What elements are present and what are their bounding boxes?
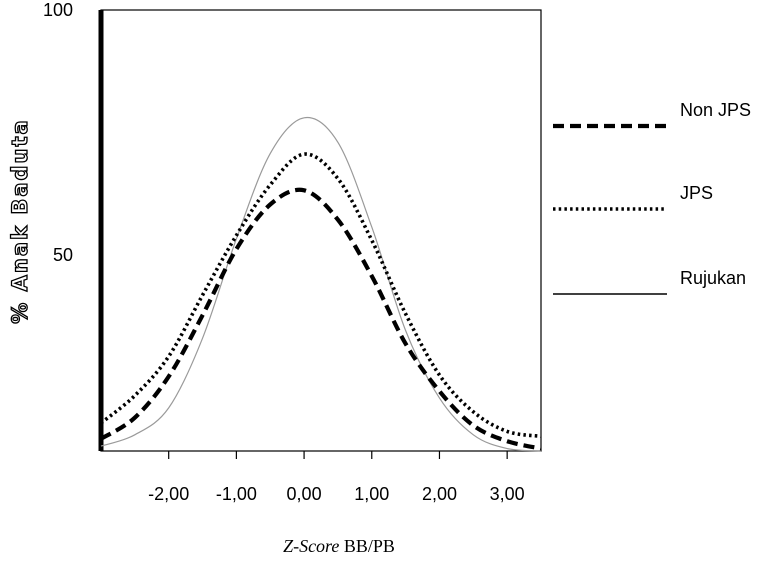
y-axis-ticks: 50 100 bbox=[43, 0, 73, 265]
x-tick-label: -1,00 bbox=[216, 484, 257, 504]
x-tick-label: -2,00 bbox=[148, 484, 189, 504]
legend-label: JPS bbox=[680, 183, 713, 203]
x-axis-label-rest: BB/PB bbox=[339, 536, 395, 556]
series-line-non-jps bbox=[99, 187, 542, 451]
y-axis-label: % Anak Baduta bbox=[8, 118, 32, 323]
x-tick-label: 1,00 bbox=[354, 484, 389, 504]
y-tick-label: 100 bbox=[43, 0, 73, 20]
legend-label: Non JPS bbox=[680, 100, 751, 120]
x-axis-ticks: -2,00 -1,00 0,00 1,00 2,00 3,00 bbox=[148, 451, 525, 504]
plot-border bbox=[100, 9, 542, 452]
x-tick-label: 3,00 bbox=[490, 484, 525, 504]
series-lines bbox=[99, 116, 542, 452]
legend-label: Rujukan bbox=[680, 268, 746, 288]
x-axis-label-italic: Z-Score bbox=[283, 536, 339, 556]
plot-frame bbox=[98, 9, 542, 452]
legend: Non JPS JPS Rujukan bbox=[553, 100, 751, 295]
x-axis-label: Z-Score BB/PB bbox=[283, 536, 395, 556]
y-tick-label: 50 bbox=[53, 245, 73, 265]
x-tick-label: 0,00 bbox=[287, 484, 322, 504]
series-line-rujukan bbox=[100, 116, 542, 452]
x-tick-label: 2,00 bbox=[422, 484, 457, 504]
series-line-jps bbox=[99, 152, 542, 439]
